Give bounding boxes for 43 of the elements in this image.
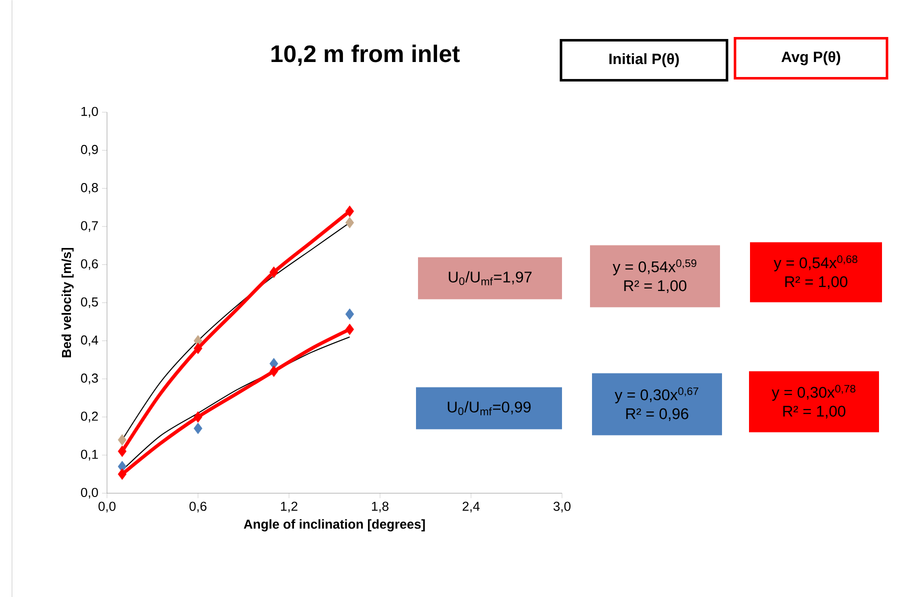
x-tick-label: 1,8 — [372, 502, 388, 512]
y-tick-label: 0,1 — [80, 450, 98, 460]
x-tick-label: 1,2 — [280, 502, 298, 512]
annotation: U$_{0}$/U$_{mf}$=1,97 — [448, 270, 532, 286]
point — [118, 468, 126, 480]
text: Initial P(θ) — [609, 53, 679, 67]
point — [345, 323, 354, 335]
point — [118, 445, 126, 457]
x-tick-label: 2,4 — [462, 502, 480, 512]
point — [270, 365, 278, 377]
text: Avg P(θ) — [781, 51, 840, 66]
y-tick-label: 0,5 — [80, 297, 98, 308]
y-tick-label: 0,6 — [80, 259, 98, 270]
point — [345, 205, 354, 217]
x-tick-label: 0,0 — [98, 502, 116, 512]
text: y = 0,54x$^{0,59}$ — [612, 259, 696, 276]
x-axis-title: Angle of inclination [degrees] — [244, 519, 425, 532]
text: y = 0,30x$^{0,67}$ — [614, 387, 698, 404]
y-tick-label: 0,8 — [80, 182, 98, 194]
y-tick-label: 0,0 — [80, 488, 98, 498]
y-tick-label: 0,9 — [80, 144, 98, 156]
point — [345, 216, 354, 228]
chart-title: 10,2 m from inlet — [272, 44, 460, 66]
point — [194, 411, 202, 422]
text: R² = 0,96 — [626, 408, 688, 421]
text: R² = 1,00 — [624, 280, 686, 293]
y-axis-title: Bed velocity [m/s] — [62, 248, 74, 358]
y-tick-label: 1,0 — [81, 106, 98, 118]
y-tick-label: 0,2 — [80, 411, 98, 422]
point — [118, 434, 126, 446]
text: R² = 1,00 — [783, 406, 846, 418]
y-tick-label: 0,7 — [80, 220, 98, 232]
text: R² = 1,00 — [785, 276, 848, 289]
point — [194, 342, 202, 354]
text: y = 0,30x$^{0,78}$ — [772, 384, 856, 401]
x-tick-label: 0,6 — [190, 502, 206, 512]
point — [194, 422, 202, 434]
y-tick-label: 0,3 — [80, 373, 98, 384]
x-tick-label: 3,0 — [554, 502, 571, 512]
text: y = 0,54x$^{0,68}$ — [774, 255, 858, 272]
annotation: U$_{0}$/U$_{mf}$=0,99 — [448, 400, 531, 416]
y-tick-label: 0,4 — [80, 335, 98, 346]
point — [345, 308, 354, 320]
